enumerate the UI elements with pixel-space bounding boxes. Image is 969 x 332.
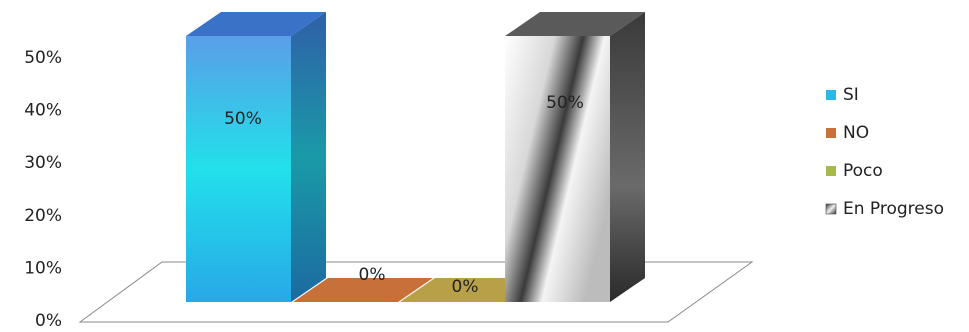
bar-no [293,278,433,302]
gray-gradient-square-icon [825,203,837,215]
y-tick-label: 20% [24,206,62,226]
legend-label: En Progreso [843,199,944,219]
orange-square-icon [826,128,836,138]
bars [186,12,645,302]
legend: SI NO Poco En Progreso [825,85,944,219]
y-tick-label: 40% [24,101,62,121]
legend-item: SI [826,85,859,105]
y-tick-label: 0% [35,311,62,331]
legend-label: SI [843,85,859,105]
legend-item: NO [826,123,869,143]
data-label: 0% [452,277,479,297]
y-tick-label: 30% [24,153,62,173]
bar-en-progreso [505,12,645,302]
data-label: 50% [224,109,262,129]
legend-item: Poco [826,161,883,181]
legend-item: En Progreso [825,199,944,219]
bar-si [186,12,326,302]
y-axis: 0% 10% 20% 30% 40% 50% [24,48,62,331]
blue-square-icon [826,90,836,100]
y-tick-label: 50% [24,48,62,68]
data-label: 0% [359,265,386,285]
legend-label: NO [843,123,869,143]
data-label: 50% [546,93,584,113]
legend-label: Poco [843,161,883,181]
data-labels: 50% 0% 0% 50% [224,93,584,297]
y-tick-label: 10% [24,258,62,278]
green-square-icon [826,166,836,176]
